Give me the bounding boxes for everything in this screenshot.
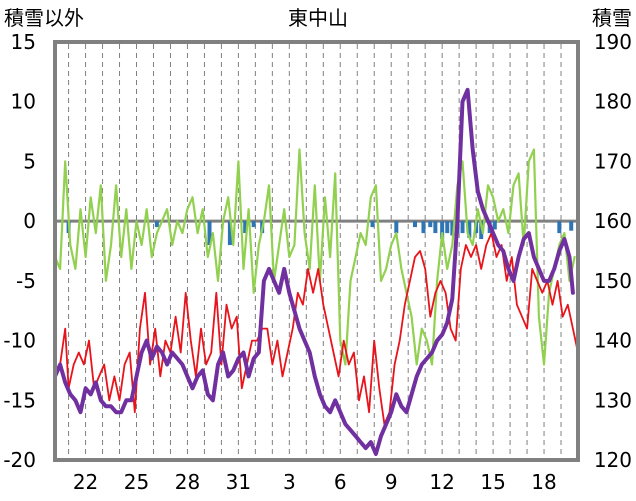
precipitation-bar [460, 221, 465, 234]
precipitation-bar [445, 221, 450, 234]
x-tick-label: 15 [480, 470, 505, 494]
precipitation-bar [557, 221, 562, 234]
right-tick-label: 140 [594, 329, 632, 353]
precipitation-bar [428, 221, 433, 228]
right-tick-label: 160 [594, 209, 632, 233]
chart-title: 東中山 [288, 6, 348, 30]
series-line-temperature [54, 232, 579, 426]
left-axis-ticks: 15 10 5 0 -5 -10 -15 -20 [3, 30, 36, 472]
right-tick-label: 130 [594, 388, 632, 412]
precipitation-bar [467, 221, 472, 238]
precipitation-bar [251, 221, 256, 228]
left-tick-label: -5 [16, 269, 36, 293]
series-line-snow-depth [53, 87, 575, 456]
left-tick-label: 10 [11, 90, 36, 114]
precipitation-bar [207, 221, 212, 246]
precipitation-bar [227, 221, 232, 246]
precipitation-bar [370, 221, 375, 228]
right-tick-label: 170 [594, 149, 632, 173]
x-tick-label: 6 [334, 470, 347, 494]
grid-lines [68, 44, 562, 458]
left-tick-label: -20 [3, 448, 36, 472]
right-tick-label: 180 [594, 90, 632, 114]
x-tick-label: 9 [385, 470, 398, 494]
x-tick-label: 25 [124, 470, 149, 494]
precipitation-bar [433, 221, 438, 234]
left-tick-label: -10 [3, 329, 36, 353]
right-tick-label: 150 [594, 269, 632, 293]
x-tick-label: 22 [73, 470, 98, 494]
precipitation-bar [412, 221, 417, 228]
left-tick-label: 0 [23, 209, 36, 233]
x-tick-label: 31 [226, 470, 251, 494]
plot-frame [53, 40, 580, 462]
x-tick-label: 12 [429, 470, 454, 494]
left-axis-label: 積雪以外 [4, 6, 84, 30]
right-axis-label: 積雪 [592, 6, 632, 30]
precipitation-bar [492, 221, 497, 230]
precipitation-bar [154, 221, 159, 228]
right-tick-label: 120 [594, 448, 632, 472]
series-line-sunshine [53, 148, 576, 366]
precipitation-bar [440, 221, 445, 240]
precipitation-bar [450, 221, 455, 236]
left-tick-label: 5 [23, 149, 36, 173]
precipitation-bar [569, 221, 574, 231]
left-tick-label: 15 [11, 30, 36, 54]
x-tick-label: 28 [175, 470, 200, 494]
precipitation-bar [421, 221, 426, 234]
x-tick-label: 18 [531, 470, 556, 494]
precipitation-bar [394, 221, 399, 234]
x-tick-label: 3 [283, 470, 296, 494]
x-axis-ticks: 22 25 28 31 3 6 9 12 15 18 [73, 470, 557, 494]
series-lines [53, 87, 579, 456]
right-tick-label: 190 [594, 30, 632, 54]
left-tick-label: -15 [3, 388, 36, 412]
precipitation-bar [243, 221, 248, 234]
right-axis-ticks: 190 180 170 160 150 140 130 120 [594, 30, 632, 472]
